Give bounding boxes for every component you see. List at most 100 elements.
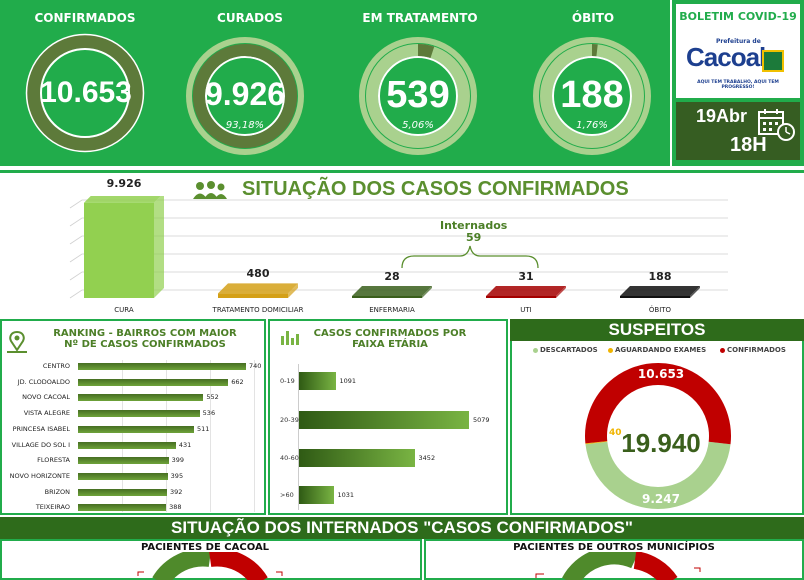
logo-flag-icon <box>762 50 784 72</box>
kpi-title: ÓBITO <box>571 11 615 25</box>
gridline <box>69 271 728 281</box>
pacientes-cacoal-donut <box>137 552 283 580</box>
kpi-title: CONFIRMADOS <box>34 11 136 25</box>
ranking-label: NOVO CACOAL <box>22 393 70 402</box>
ranking-label: NOVO HORIZONTE <box>9 471 70 480</box>
gridline <box>69 253 728 263</box>
kpi-value: 539 <box>386 74 450 116</box>
ranking-label: BRIZON <box>44 487 70 496</box>
faixa-title: CASOS CONFIRMADOS POR FAIXA ETÁRIA <box>300 328 480 350</box>
gridline <box>69 235 728 245</box>
ranking-bar <box>78 410 200 418</box>
kpi-value: 10.653 <box>40 76 132 109</box>
bar-tratamento-domiciliar <box>218 283 298 298</box>
bar-category-label: UTI <box>520 306 532 314</box>
gridline <box>122 360 123 512</box>
ranking-bar <box>78 488 167 496</box>
ranking-value: 399 <box>171 456 184 465</box>
bar-value-label: 28 <box>384 270 400 283</box>
ranking-value: 740 <box>249 362 262 370</box>
bar-category-label: CURA <box>114 306 134 314</box>
ranking-bar <box>78 441 176 449</box>
bar-uti <box>486 286 566 298</box>
suspeitos-total: 19.940 <box>621 428 701 458</box>
calendar-clock-icon <box>758 109 795 141</box>
ranking-title: RANKING - BAIRROS COM MAIOR Nº DE CASOS … <box>30 328 260 350</box>
donut-slice-confirmados <box>585 363 731 445</box>
internados-brace <box>401 245 539 269</box>
kpi-ring <box>186 37 304 155</box>
ranking-label: VILLAGE DO SOL I <box>11 440 70 449</box>
ranking-title-line1: RANKING - BAIRROS COM MAIOR <box>53 328 237 339</box>
ranking-value: 552 <box>206 393 219 402</box>
bar-chart-icon <box>281 331 299 345</box>
ranking-label: FLORESTA <box>37 456 70 465</box>
ranking-label: CENTRO <box>42 362 70 370</box>
ranking-value: 395 <box>170 471 184 480</box>
gridline <box>69 217 728 227</box>
kpi-ring <box>359 37 477 155</box>
pacientes-outros-donut <box>535 552 701 580</box>
ranking-label: TEIXEIRAO <box>35 503 70 512</box>
faixa-label: 20-39 <box>280 416 299 424</box>
bar-value-label: 31 <box>518 270 534 283</box>
ranking-bar <box>78 363 246 370</box>
bar-value-label: 480 <box>246 267 270 281</box>
donut-label-descartados: 9.247 <box>642 492 680 506</box>
gridline <box>210 360 211 512</box>
kpi-ring-fill <box>417 44 435 59</box>
faixa-bar <box>299 449 415 467</box>
boletim-title: BOLETIM COVID-19 <box>676 4 800 30</box>
internados-label: Internados <box>440 219 508 232</box>
kpi-percent: 5,06% <box>402 120 434 131</box>
gridline <box>166 360 167 512</box>
gridline <box>69 199 728 209</box>
bar-óbito <box>620 286 700 298</box>
donut-label-aguardando: 40 <box>609 428 622 438</box>
kpi-percent: 93,18% <box>225 120 265 131</box>
ranking-bar <box>78 457 169 465</box>
faixa-label: 40-60 <box>280 454 299 462</box>
logo-name: Cacoal <box>686 42 766 72</box>
situacao-title: SITUAÇÃO DOS CASOS CONFIRMADOS <box>242 178 629 200</box>
internados-value: 59 <box>466 231 482 244</box>
ranking-label: JD. CLODOALDO <box>17 377 70 386</box>
ranking-bar <box>78 504 167 512</box>
faixa-label: >60 <box>280 491 294 499</box>
faixa-title-line2: FAIXA ETÁRIA <box>352 339 428 350</box>
bar-enfermaria <box>352 286 432 298</box>
legend-label: CONFIRMADOS <box>727 346 786 354</box>
faixa-value: 1031 <box>337 491 355 499</box>
legend-dot <box>533 348 538 353</box>
prefeitura-logo: Prefeitura de Cacoal AQUI TEM TRABALHO, … <box>676 30 800 98</box>
bar-category-label: ENFERMARIA <box>369 306 415 314</box>
bar-category-label: ÓBITO <box>648 306 672 314</box>
kpi-title: EM TRATAMENTO <box>362 11 478 25</box>
pacientes-cacoal-title: PACIENTES DE CACOAL <box>140 542 270 553</box>
faixa-value: 3452 <box>418 454 436 462</box>
faixa-bar <box>299 411 469 429</box>
ranking-bar <box>78 472 168 480</box>
kpi-value: 188 <box>560 74 624 116</box>
ranking-label: VISTA ALEGRE <box>23 409 70 418</box>
pacientes-outros-title: PACIENTES DE OUTROS MUNICÍPIOS <box>513 542 715 553</box>
internados-section-title: SITUAÇÃO DOS INTERNADOS "CASOS CONFIRMAD… <box>0 517 804 539</box>
date-box: 19Abr 18H <box>676 102 800 160</box>
map-pin-icon <box>7 330 27 353</box>
faixa-bar <box>299 372 336 390</box>
kpi-title: CURADOS <box>217 11 283 25</box>
faixa-label: 0-19 <box>280 377 295 385</box>
donut-slice-descartados <box>585 441 731 509</box>
faixa-bar <box>299 486 334 504</box>
ranking-title-line2: Nº DE CASOS CONFIRMADOS <box>64 339 226 350</box>
ranking-value: 388 <box>169 503 182 512</box>
situacao-bar-chart <box>69 196 728 299</box>
kpi-percent: 1,76% <box>576 120 608 131</box>
kpi-ring <box>533 37 651 155</box>
logo-prefix: Prefeitura de <box>716 38 761 45</box>
ranking-bar <box>78 425 194 433</box>
bar-category-label: TRATAMENTO DOMICILIAR <box>212 306 304 314</box>
report-date: 19Abr <box>696 106 748 126</box>
people-icon <box>193 181 227 199</box>
ranking-value: 536 <box>202 409 216 418</box>
